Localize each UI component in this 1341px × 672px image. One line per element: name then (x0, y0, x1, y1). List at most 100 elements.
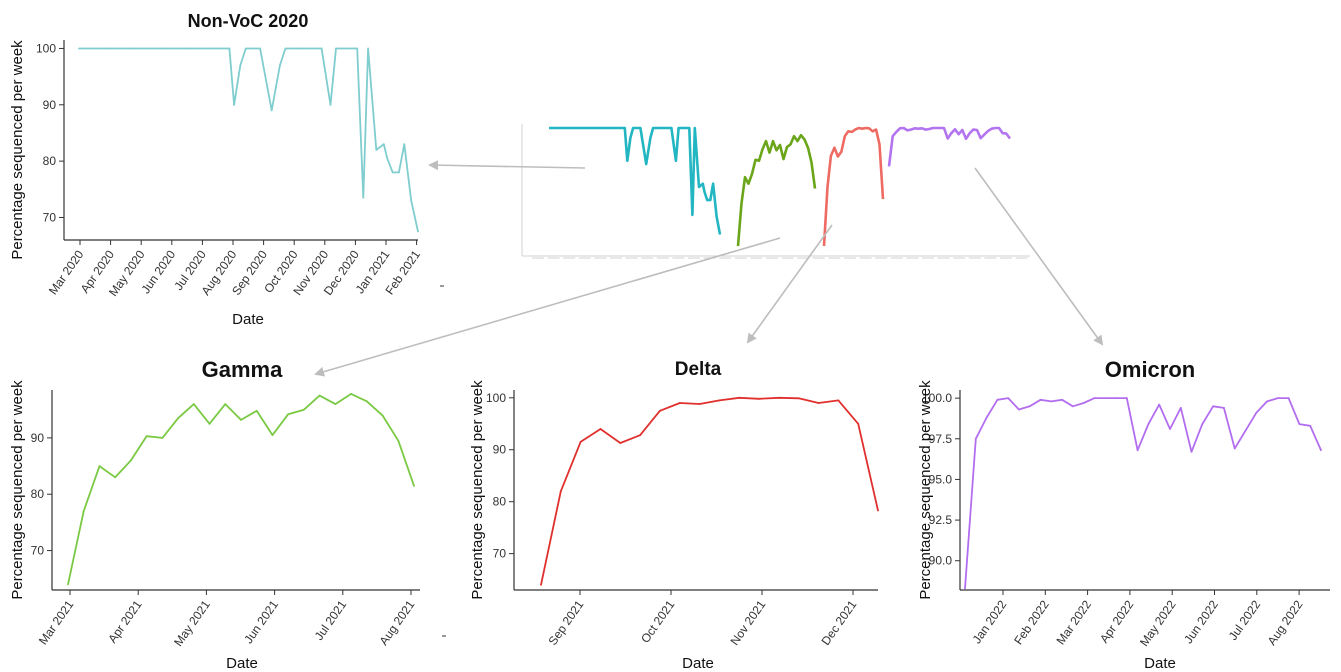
delta-title: Delta (675, 359, 722, 380)
omicron-data-point (1201, 423, 1204, 425)
omicron-x-tick-label: Feb 2022 (1011, 597, 1052, 647)
omicron-x-tick-label: Mar 2022 (1054, 597, 1095, 647)
delta-data-point (639, 434, 641, 437)
nonvoc-data-point (78, 47, 80, 50)
gamma-x-tick-label: Jul 2021 (312, 597, 350, 642)
gamma-data-point (365, 400, 368, 403)
nonvoc-data-point (362, 196, 365, 199)
delta-data-point (857, 422, 860, 425)
omicron-y-tick-label: 100.0 (922, 391, 952, 405)
omicron-data-point (1061, 398, 1063, 401)
delta-x-tick-label: Oct 2021 (638, 597, 678, 645)
arrow-to-delta (746, 224, 833, 344)
nonvoc-data-point (391, 171, 394, 174)
gamma-y-tick-label: 70 (31, 544, 45, 558)
gamma-x-axis-title: Date (226, 655, 258, 672)
gamma-data-point (161, 437, 164, 439)
omicron-y-tick-label: 90.0 (929, 554, 953, 568)
omicron-x-tick-label: May 2022 (1137, 597, 1179, 648)
arrow-to-gamma (314, 237, 781, 377)
delta-data-point (797, 397, 800, 400)
omicron-data-point (1093, 397, 1096, 399)
gamma-data-point (350, 393, 352, 395)
omicron-data-point (1244, 429, 1247, 432)
omicron-data-point (1115, 397, 1117, 399)
omicron-data-point (1039, 398, 1042, 401)
nonvoc-data-point (335, 47, 337, 50)
gamma-x-tick-label: Apr 2021 (105, 597, 145, 645)
nonvoc-y-tick-label: 90 (43, 98, 57, 112)
delta-data-point (559, 490, 562, 493)
gamma-data-point (192, 403, 195, 405)
nonvoc-y-tick-label: 70 (43, 210, 57, 224)
omicron-data-point (1179, 407, 1182, 409)
gamma-x-tick-label: May 2021 (171, 597, 213, 648)
nonvoc-data-point (259, 47, 261, 50)
gamma-data-point (271, 434, 274, 436)
omicron-x-axis-title: Date (1144, 655, 1176, 672)
nonvoc-data-point (270, 109, 273, 112)
nonvoc-data-point (410, 199, 413, 202)
delta-data-point (698, 403, 701, 405)
omicron-data-point (1158, 403, 1161, 406)
overview-omicron-line (887, 126, 1012, 167)
gamma-series-line (67, 392, 415, 585)
omicron-data-point (1007, 397, 1010, 399)
nonvoc-data-point (105, 47, 108, 50)
omicron-data-point (1255, 411, 1258, 414)
omicron-x-tick-label: Jan 2022 (970, 597, 1010, 646)
nonvoc-data-point (375, 149, 378, 151)
delta-data-point (817, 402, 820, 404)
delta-chart: 70 80 90 100 Sep 2021 Oct 2021 Nov 2021 Dec 202… (469, 359, 879, 672)
delta-data-point (877, 509, 879, 512)
omicron-data-point (985, 416, 988, 419)
delta-series-line (540, 396, 879, 585)
omicron-data-point (1309, 424, 1312, 427)
delta-x-tick-label: Nov 2021 (728, 597, 769, 647)
omicron-data-point (1298, 423, 1301, 425)
omicron-y-axis-title: Percentage sequenced per week (917, 380, 934, 600)
gamma-data-point (413, 484, 415, 487)
gamma-data-point (98, 465, 101, 467)
gamma-data-point (255, 409, 258, 412)
delta-y-tick-label: 90 (493, 443, 507, 457)
omicron-data-point (1104, 397, 1107, 399)
gamma-chart: 70 80 90 Mar 2021 Apr 2021 May 2021 Jun 2021 Ju… (9, 357, 446, 672)
omicron-x-tick-label: Apr 2022 (1097, 597, 1137, 645)
gamma-y-tick-label: 80 (31, 487, 45, 501)
delta-y-tick-label: 100 (486, 391, 506, 405)
nonvoc-data-point (386, 157, 389, 160)
omicron-data-point (1147, 423, 1150, 425)
gamma-data-point (208, 422, 211, 425)
omicron-data-point (964, 587, 966, 590)
omicron-data-point (1287, 397, 1290, 399)
delta-data-point (619, 442, 622, 444)
delta-data-point (778, 396, 780, 399)
gamma-data-point (130, 459, 132, 462)
gamma-data-point (67, 583, 69, 586)
gamma-data-point (334, 403, 337, 405)
delta-data-point (837, 399, 840, 402)
omicron-data-point (1190, 450, 1193, 453)
gamma-data-point (240, 419, 242, 421)
nonvoc-data-point (239, 64, 242, 67)
delta-data-point (718, 399, 721, 402)
omicron-title: Omicron (1105, 357, 1195, 382)
gamma-title: Gamma (202, 357, 283, 382)
nonvoc-data-point (132, 47, 135, 50)
gamma-data-point (177, 417, 180, 420)
nonvoc-data-point (228, 47, 231, 50)
nonvoc-data-point (356, 47, 359, 50)
omicron-data-point (974, 437, 977, 440)
gamma-data-point (381, 414, 384, 417)
delta-data-point (758, 397, 760, 400)
nonvoc-data-point (367, 47, 369, 50)
nonvoc-data-point (279, 64, 281, 67)
gamma-data-point (303, 408, 305, 411)
omicron-data-point (1082, 402, 1085, 404)
nonvoc-data-point (398, 171, 400, 174)
nonvoc-data-point (244, 47, 247, 50)
omicron-data-point (1125, 397, 1128, 399)
